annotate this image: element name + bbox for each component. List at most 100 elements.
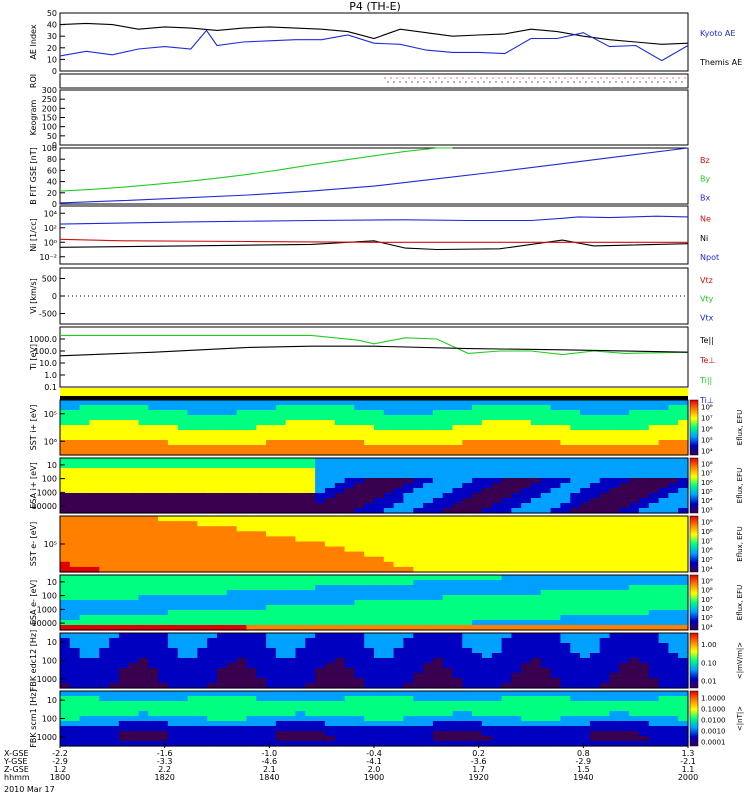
esa_e-cell — [128, 595, 140, 601]
fbk_b-cell — [275, 741, 287, 747]
sst_e-cell — [531, 546, 542, 553]
fbk_b-cell — [187, 741, 198, 747]
sst_e-cell — [638, 531, 650, 537]
fbk_b-cell — [413, 716, 424, 722]
sst_e-cell — [118, 551, 130, 558]
fbk_e-cell — [619, 668, 630, 674]
sst_i-cell — [354, 425, 365, 431]
esa_i-cell — [69, 463, 81, 469]
fbk_b-cell — [266, 691, 277, 697]
esa_e-cell — [285, 600, 297, 606]
esa_e-cell — [413, 610, 424, 616]
sst_i-cell — [128, 420, 140, 426]
sst_i-cell — [177, 435, 189, 441]
esa_e-cell — [609, 610, 620, 616]
esa_e-cell — [158, 600, 169, 606]
footer-y-gse: -3.3 — [157, 757, 173, 766]
esa_i-cell — [364, 483, 375, 489]
sst_i-cell — [334, 450, 346, 456]
fbk_b-cell — [266, 711, 277, 717]
esa_e-cell — [638, 610, 650, 616]
fbk_e-cell — [599, 683, 611, 689]
esa_i-cell — [462, 458, 473, 464]
sst_e-cell — [678, 516, 689, 522]
esa_i-cell — [118, 483, 130, 489]
sst_i-cell — [491, 430, 503, 436]
esa_e-cell — [570, 575, 581, 581]
sst_e-cell — [580, 536, 591, 543]
fbk_b-cell — [629, 711, 640, 717]
fbk_b-cell — [99, 706, 110, 712]
sst_i-cell — [60, 420, 71, 426]
esa_i-cell — [599, 503, 611, 509]
fbk_e-tick-label: 100 — [42, 657, 57, 666]
sst_i-cell — [678, 445, 689, 451]
sst_e-cell — [148, 566, 159, 573]
fbk_e-cell — [334, 668, 346, 674]
fbk_b-cell — [403, 726, 414, 732]
fbk_e-cell — [374, 648, 385, 654]
fbk_b-cell — [315, 741, 326, 747]
sst_e-cell — [207, 526, 218, 532]
esa_e-cell — [629, 585, 640, 591]
fbk_e-cell — [226, 673, 238, 679]
fbk_e-cell — [668, 673, 679, 679]
fbk_e-cell — [599, 663, 611, 669]
sst_e-cell — [60, 526, 71, 532]
fbk_b-cell — [275, 711, 287, 717]
keogram-tick-label: 100 — [42, 123, 57, 132]
esa_i-cell — [540, 483, 552, 489]
fbk_e-cell — [295, 673, 306, 679]
fbk_e-cell — [442, 643, 454, 649]
esa_i-cell — [472, 488, 483, 494]
esa_e-cell — [648, 620, 660, 626]
fbk_b-cell — [158, 721, 169, 727]
fbk_e-cell — [305, 673, 316, 679]
fbk_b-cell — [167, 736, 179, 742]
fbk_e-cell — [285, 658, 297, 664]
fbk_b-cell — [266, 721, 277, 727]
sst_i-cell — [658, 415, 669, 421]
esa_i-cell — [550, 478, 561, 484]
sst_e-cell — [638, 521, 650, 527]
sst_i-cell — [158, 440, 169, 446]
esa_e-cell — [167, 590, 179, 596]
esa_i-cell — [383, 473, 395, 479]
fbk_b-cell — [128, 706, 140, 712]
sst_e-cell — [177, 521, 189, 527]
fbk_e-cell — [413, 633, 424, 639]
esa_i-cell — [187, 463, 198, 469]
fbk_e-cell — [442, 673, 454, 679]
esa_e-cell — [658, 585, 669, 591]
sst_i-cell — [481, 415, 493, 421]
sst_i-cell — [148, 420, 159, 426]
esa_i-cell — [128, 473, 140, 479]
sst_i-cell — [177, 450, 189, 456]
esa_i-cell — [89, 498, 100, 504]
sst_e-cell — [138, 561, 149, 568]
esa_i-cell — [138, 493, 149, 499]
sst_i-cell — [187, 420, 198, 426]
esa_e-cell — [266, 620, 277, 626]
sst_e-cell — [580, 561, 591, 568]
esa_i-tick-label: 10000 — [32, 502, 57, 511]
fbk_b-cell — [60, 691, 71, 697]
esa_i-cell — [89, 473, 100, 479]
sst_i-tick-label: 10⁵ — [44, 410, 57, 419]
sst_i-cell — [109, 440, 120, 446]
sst_i-cell — [570, 415, 581, 421]
esa_e-cell — [501, 605, 512, 611]
sst_i-cell — [481, 445, 493, 451]
fbk_b-cell — [452, 726, 463, 732]
fbk_e-cell — [481, 673, 493, 679]
esa_i-cell — [638, 498, 650, 504]
esa_i-cell — [629, 503, 640, 509]
sst_i-cell — [69, 440, 81, 446]
sst_e-cell — [599, 561, 611, 568]
fbk_b-cell — [403, 696, 414, 702]
fbk_e-cell — [589, 673, 601, 679]
fbk_e-cell — [217, 673, 228, 679]
esa_i-cell — [423, 488, 434, 494]
sst_i-cell — [589, 400, 601, 406]
fbk_b-cell — [89, 736, 100, 742]
